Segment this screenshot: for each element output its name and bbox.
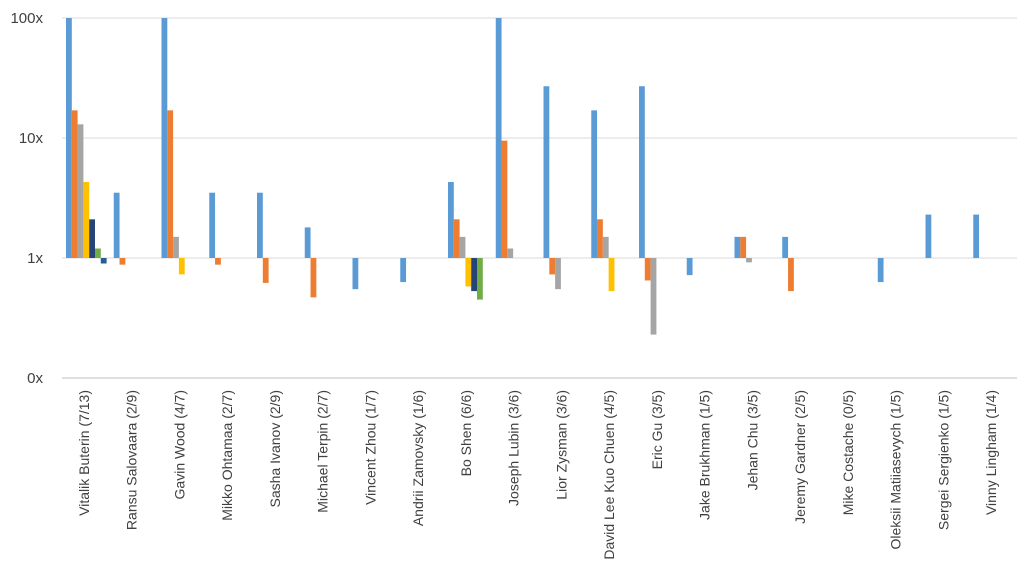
- x-tick-label: David Lee Kuo Chuen (4/5): [601, 390, 617, 560]
- x-tick-label: Sasha Ivanov (2/9): [267, 390, 283, 508]
- bar: [788, 258, 794, 292]
- bar: [549, 258, 556, 275]
- bar: [119, 258, 126, 265]
- x-tick-label: Jeremy Gardner (2/5): [792, 390, 808, 524]
- bar: [448, 181, 454, 258]
- bar: [465, 258, 472, 287]
- bars: [66, 18, 980, 335]
- bar: [877, 258, 884, 283]
- bar: [602, 236, 609, 258]
- bar: [178, 258, 185, 275]
- x-tick-label: Jake Brukhman (1/5): [697, 390, 713, 520]
- y-tick-labels: 100x 10x 1x 0x: [10, 10, 43, 387]
- bar: [352, 258, 359, 290]
- bar: [262, 258, 269, 283]
- bar: [471, 258, 477, 292]
- y-tick-label: 100x: [10, 10, 43, 27]
- bar: [77, 124, 84, 258]
- bar: [639, 86, 645, 259]
- x-tick-label: Mikko Ohtamaa (2/7): [219, 390, 235, 521]
- bar: [400, 258, 407, 283]
- bar: [740, 236, 747, 258]
- x-tick-labels: Vitalik Buterin (7/13) Ransu Salovaara (2…: [76, 390, 999, 560]
- x-tick-label: Ransu Salovaara (2/9): [124, 390, 140, 530]
- x-tick-label: Vincent Zhou (1/7): [362, 390, 378, 505]
- x-tick-label: Joseph Lubin (3/6): [506, 390, 522, 506]
- bar: [650, 258, 657, 335]
- bar: [100, 258, 107, 264]
- x-tick-label: Jehan Chu (3/5): [744, 390, 760, 490]
- bar: [66, 18, 72, 258]
- y-tick-label: 1x: [27, 250, 43, 267]
- bar: [608, 258, 615, 292]
- bar: [453, 219, 460, 258]
- bar: [167, 110, 174, 258]
- gridlines: [62, 17, 1017, 259]
- bar: [734, 236, 741, 258]
- x-tick-label: Sergei Sergienko (1/5): [935, 390, 951, 530]
- bar: [507, 248, 514, 258]
- x-tick-label: Vinny Lingham (1/4): [983, 390, 999, 515]
- bar: [459, 236, 466, 258]
- bar: [477, 258, 483, 300]
- x-tick-label: Gavin Wood (4/7): [171, 390, 187, 499]
- bar: [543, 86, 550, 259]
- bar: [501, 140, 508, 258]
- bar: [555, 258, 561, 290]
- bar: [597, 219, 603, 258]
- bar: [644, 258, 651, 281]
- bar: [495, 18, 502, 258]
- bar: [746, 258, 752, 263]
- x-tick-label: Michael Terpin (2/7): [315, 390, 331, 513]
- bar: [173, 236, 179, 258]
- y-tick-label: 10x: [19, 130, 44, 147]
- bar: [973, 214, 980, 258]
- bar: [113, 192, 120, 258]
- bar: [95, 248, 101, 258]
- y-tick-label: 0x: [27, 370, 43, 387]
- bar: [686, 258, 693, 276]
- bar: [310, 258, 317, 298]
- bar: [161, 18, 168, 258]
- bar: [257, 192, 263, 258]
- bar: [89, 219, 95, 258]
- bar: [782, 236, 789, 258]
- bar: [591, 110, 598, 258]
- x-tick-label: Oleksii Matiiasevych (1/5): [888, 390, 904, 550]
- bar: [215, 258, 221, 265]
- bar: [209, 192, 216, 258]
- x-tick-label: Andrii Zamovsky (1/6): [410, 390, 426, 526]
- bar: [925, 214, 932, 258]
- x-tick-label: Eric Gu (3/5): [649, 390, 665, 469]
- x-tick-label: Lior Zysman (3/6): [553, 390, 569, 500]
- bar: [83, 181, 90, 258]
- x-tick-label: Mike Costache (0/5): [840, 390, 856, 515]
- bar: [304, 227, 311, 258]
- bar: [71, 110, 78, 258]
- x-tick-label: Vitalik Buterin (7/13): [76, 390, 92, 516]
- x-tick-label: Bo Shen (6/6): [458, 390, 474, 476]
